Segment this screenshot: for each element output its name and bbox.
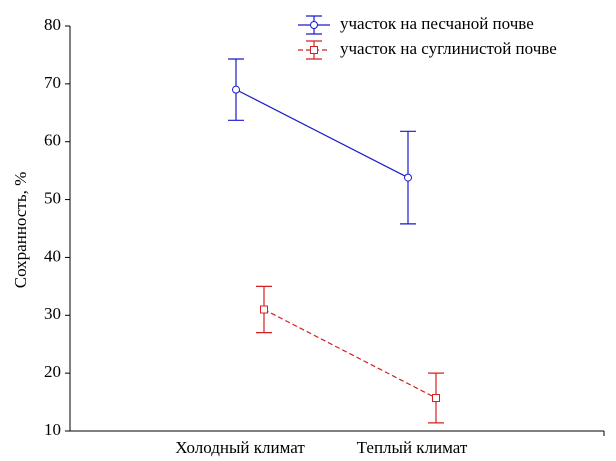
y-tick-label: 70 — [44, 73, 61, 92]
marker — [432, 394, 440, 403]
marker — [260, 305, 268, 314]
x-tick-label: Теплый климат — [357, 438, 468, 457]
legend-symbol — [310, 21, 318, 29]
series-line — [263, 308, 437, 399]
legend-symbol — [310, 46, 318, 54]
y-tick-label: 20 — [44, 362, 61, 381]
y-tick-label: 10 — [44, 420, 61, 439]
legend-label: участок на суглинистой почве — [340, 39, 557, 58]
y-tick-label: 40 — [44, 246, 61, 265]
marker — [404, 173, 412, 182]
y-tick-label: 80 — [44, 15, 61, 34]
y-tick-label: 50 — [44, 188, 61, 207]
y-tick-label: 60 — [44, 131, 61, 150]
series-line — [235, 89, 409, 179]
legend-label: участок на песчаной почве — [340, 14, 534, 33]
x-tick-label: Холодный климат — [175, 438, 305, 457]
y-tick-label: 30 — [44, 304, 61, 323]
marker — [232, 85, 240, 94]
y-axis-label: Сохранность, % — [11, 172, 30, 288]
